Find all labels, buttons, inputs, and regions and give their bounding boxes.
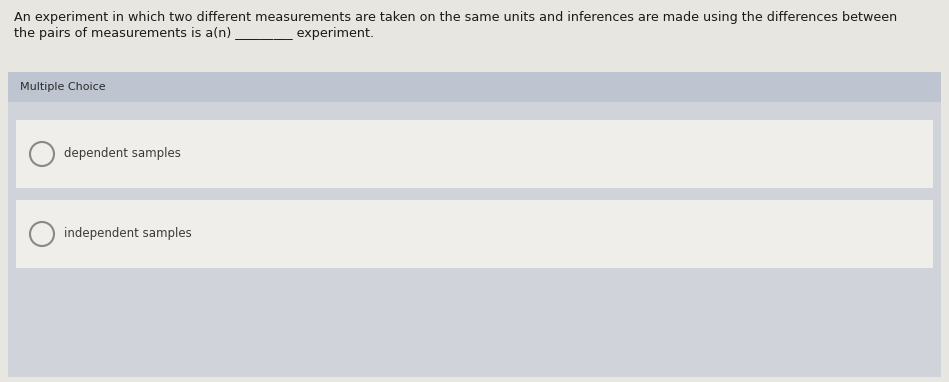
FancyBboxPatch shape	[16, 188, 933, 200]
FancyBboxPatch shape	[16, 268, 933, 377]
FancyBboxPatch shape	[16, 200, 933, 268]
FancyBboxPatch shape	[16, 120, 933, 188]
Text: Multiple Choice: Multiple Choice	[20, 82, 105, 92]
FancyBboxPatch shape	[8, 102, 941, 377]
Text: independent samples: independent samples	[64, 228, 192, 241]
Text: the pairs of measurements is a(n) _________ experiment.: the pairs of measurements is a(n) ______…	[14, 27, 374, 40]
Text: An experiment in which two different measurements are taken on the same units an: An experiment in which two different mea…	[14, 11, 897, 24]
Text: dependent samples: dependent samples	[64, 147, 181, 160]
FancyBboxPatch shape	[8, 72, 941, 102]
